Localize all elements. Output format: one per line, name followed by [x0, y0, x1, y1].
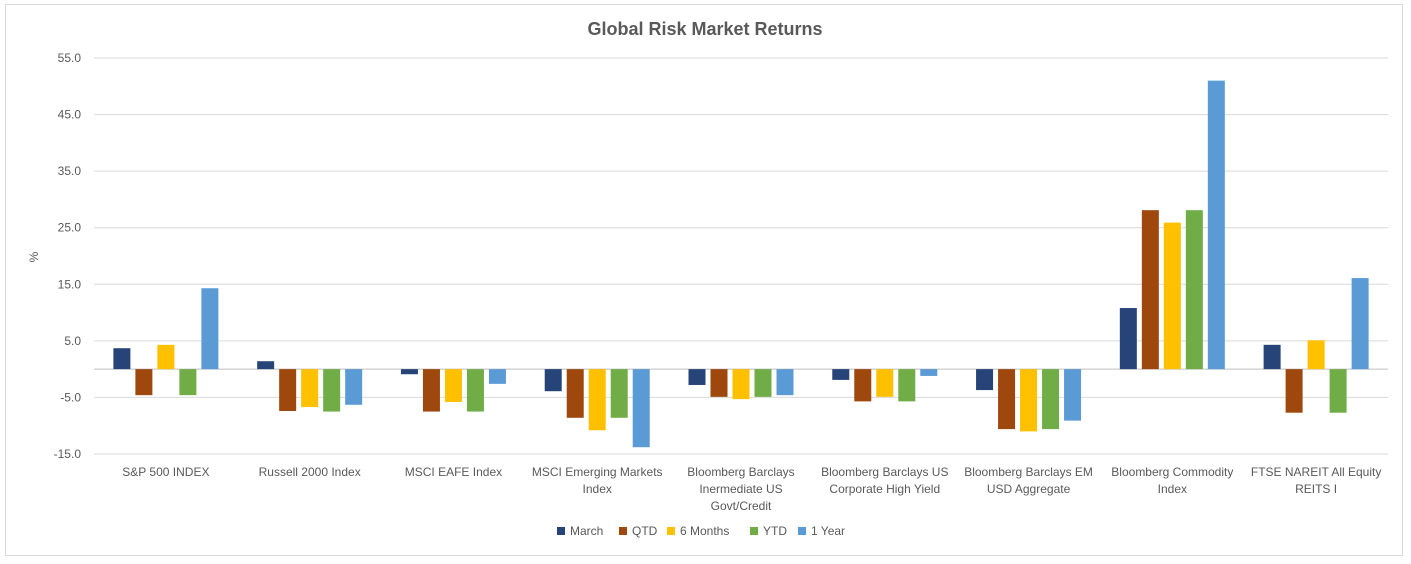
y-tick-label: 5.0	[64, 334, 81, 348]
x-tick-label: Index	[583, 482, 612, 496]
bar	[301, 369, 319, 408]
bar	[876, 369, 894, 397]
legend-swatch	[619, 527, 627, 535]
bar	[179, 369, 197, 396]
legend-label: 6 Months	[680, 524, 729, 538]
legend-swatch	[798, 527, 806, 535]
bar	[920, 369, 938, 376]
bar	[998, 369, 1016, 430]
x-tick-label: MSCI EAFE Index	[405, 465, 502, 479]
legend-label: QTD	[632, 524, 658, 538]
y-axis-label: %	[27, 251, 41, 262]
bar	[257, 361, 275, 370]
y-tick-label: 35.0	[58, 164, 82, 178]
bar	[1042, 369, 1060, 430]
bar	[776, 369, 794, 396]
x-tick-label: Bloomberg Barclays EM	[964, 465, 1093, 479]
x-tick-label: Russell 2000 Index	[259, 465, 361, 479]
bar	[157, 344, 175, 370]
bar	[1285, 369, 1303, 413]
bar	[710, 369, 728, 397]
bar	[566, 369, 584, 418]
x-tick-label: Bloomberg Commodity	[1111, 465, 1233, 479]
bar	[201, 288, 219, 370]
x-tick-label: USD Aggregate	[987, 482, 1071, 496]
bar	[544, 369, 562, 392]
x-tick-label: Index	[1158, 482, 1187, 496]
bar	[323, 369, 341, 412]
bar	[1329, 369, 1347, 413]
bar	[1185, 210, 1203, 370]
bar	[1163, 222, 1181, 370]
x-tick-label: REITS I	[1295, 482, 1337, 496]
bar	[1119, 308, 1137, 370]
bar	[610, 369, 628, 418]
y-tick-label: 15.0	[58, 277, 82, 291]
legend-label: 1 Year	[811, 524, 845, 538]
bar	[632, 369, 650, 448]
x-tick-label: FTSE NAREIT All Equity	[1251, 465, 1381, 479]
bar	[1263, 344, 1281, 370]
legend: March QTD 6 Months YTD 1 Year	[557, 524, 845, 538]
bar	[732, 369, 750, 400]
x-tick-label: Corporate High Yield	[829, 482, 940, 496]
legend-swatch	[667, 527, 675, 535]
y-axis-ticks: 55.0 45.0 35.0 25.0 15.0 5.0 -5.0 -15.0	[54, 51, 82, 461]
bar	[400, 369, 418, 375]
x-tick-label: S&P 500 INDEX	[122, 465, 209, 479]
bar	[422, 369, 440, 412]
y-tick-label: 25.0	[58, 221, 82, 235]
x-tick-label: MSCI Emerging Markets	[532, 465, 663, 479]
legend-swatch	[557, 527, 565, 535]
bars	[113, 80, 1369, 448]
bar	[135, 369, 153, 396]
y-tick-label: 55.0	[58, 51, 82, 65]
bar	[688, 369, 706, 385]
bar	[444, 369, 462, 402]
bar	[466, 369, 484, 412]
bar	[1141, 210, 1159, 370]
x-tick-label: Bloomberg Barclays	[687, 465, 794, 479]
bar	[279, 369, 297, 412]
legend-label: YTD	[763, 524, 787, 538]
bar	[1351, 278, 1369, 370]
bar	[588, 369, 606, 431]
bar	[898, 369, 916, 402]
bar	[1020, 369, 1038, 432]
bar	[488, 369, 506, 384]
chart-title: Global Risk Market Returns	[587, 19, 822, 39]
y-tick-label: 45.0	[58, 108, 82, 122]
x-tick-label: Bloomberg Barclays US	[821, 465, 948, 479]
y-tick-label: -15.0	[54, 447, 82, 461]
bar	[832, 369, 850, 380]
bar	[854, 369, 872, 402]
bar	[976, 369, 994, 391]
bar	[1064, 369, 1082, 421]
bar	[1207, 80, 1225, 370]
x-axis-ticks: S&P 500 INDEX Russell 2000 Index MSCI EAFE…	[122, 465, 1381, 513]
bar	[754, 369, 772, 397]
bar	[345, 369, 363, 405]
y-tick-label: -5.0	[60, 390, 81, 404]
legend-label: March	[570, 524, 603, 538]
x-tick-label: Govt/Credit	[711, 499, 772, 513]
bar	[1307, 340, 1325, 370]
legend-swatch	[750, 527, 758, 535]
x-tick-label: Inermediate US	[699, 482, 782, 496]
bar	[113, 348, 131, 370]
